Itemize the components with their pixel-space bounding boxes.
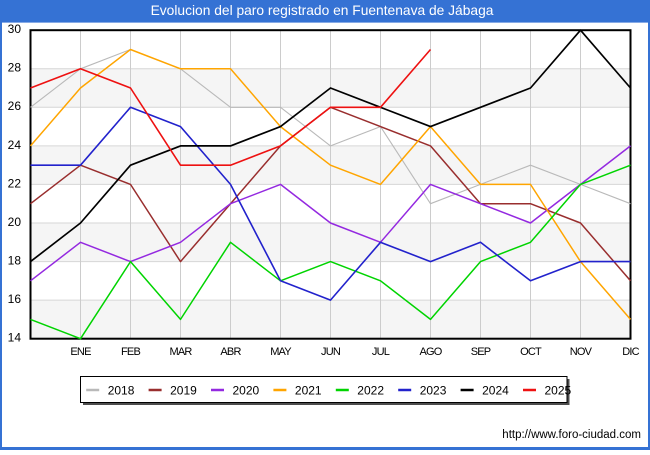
svg-text:2023: 2023 [420,383,447,397]
svg-text:MAY: MAY [270,346,292,358]
svg-text:FEB: FEB [121,346,140,358]
svg-text:ENE: ENE [70,346,91,358]
svg-text:2019: 2019 [170,383,197,397]
svg-text:JUN: JUN [321,346,341,358]
svg-text:SEP: SEP [471,346,491,358]
svg-text:OCT: OCT [520,346,542,358]
svg-text:20: 20 [8,215,22,229]
svg-text:MAR: MAR [169,346,192,358]
svg-text:2022: 2022 [357,383,384,397]
svg-text:26: 26 [8,99,22,113]
svg-text:JUL: JUL [372,346,390,358]
svg-text:ABR: ABR [220,346,241,358]
svg-text:DIC: DIC [622,346,639,358]
svg-text:18: 18 [8,254,22,268]
svg-text:28: 28 [8,61,22,75]
svg-text:22: 22 [8,176,22,190]
svg-text:14: 14 [8,331,22,345]
svg-text:2024: 2024 [482,383,509,397]
svg-text:http://www.foro-ciudad.com: http://www.foro-ciudad.com [502,429,641,441]
svg-text:24: 24 [8,138,22,152]
svg-text:2021: 2021 [295,383,322,397]
svg-text:30: 30 [8,22,22,36]
svg-text:2025: 2025 [545,383,572,397]
svg-text:Evolucion del paro registrado: Evolucion del paro registrado en Fuenten… [151,3,494,18]
svg-text:AGO: AGO [419,346,442,358]
svg-text:2020: 2020 [233,383,260,397]
svg-text:2018: 2018 [108,383,135,397]
svg-text:16: 16 [8,292,22,306]
svg-text:NOV: NOV [570,346,593,358]
